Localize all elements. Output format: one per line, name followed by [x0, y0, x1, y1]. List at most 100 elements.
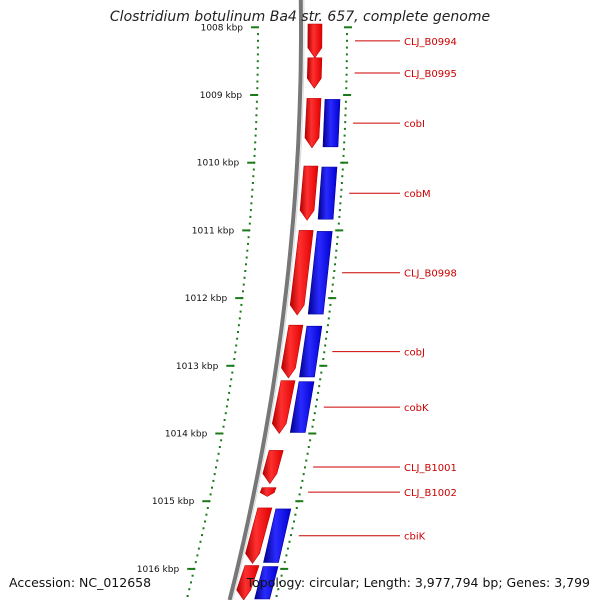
minor-tick-left [209, 493, 212, 496]
minor-tick-left [236, 337, 239, 340]
forward-gene-arrow[interactable] [281, 324, 304, 379]
forward-gene-arrow[interactable] [304, 98, 322, 149]
minor-tick-left [228, 391, 231, 394]
minor-tick-right [312, 419, 315, 421]
reverse-gene-block[interactable] [254, 566, 279, 600]
forward-gene-arrow[interactable] [299, 165, 319, 221]
minor-tick-right [331, 283, 334, 286]
minor-tick-right [318, 385, 321, 388]
gene-label[interactable]: CLJ_B1001 [404, 463, 457, 474]
minor-tick-right [334, 256, 337, 259]
kbp-tick-label: 1013 kbp [176, 362, 219, 372]
gene-label[interactable]: cobM [404, 189, 431, 200]
minor-tick-right [313, 412, 316, 415]
minor-tick-right [295, 507, 298, 509]
reverse-gene-block[interactable] [289, 381, 315, 433]
minor-tick-left [247, 236, 250, 239]
minor-tick-left [245, 256, 248, 259]
reverse-gene-block[interactable] [307, 231, 333, 315]
minor-tick-left [234, 351, 237, 354]
gene-label[interactable]: CLJ_B0998 [404, 269, 457, 280]
minor-tick-right [324, 344, 327, 347]
gene-label[interactable]: cobI [404, 119, 425, 130]
minor-tick-right [339, 195, 342, 198]
minor-tick-left [257, 33, 259, 36]
minor-tick-right [345, 73, 348, 76]
minor-tick-left [237, 324, 240, 327]
gene-label[interactable]: cbiK [404, 532, 426, 543]
minor-tick-left [227, 398, 229, 401]
forward-gene-arrow[interactable] [245, 507, 273, 565]
minor-tick-left [215, 466, 217, 469]
reverse-gene-block[interactable] [299, 325, 323, 378]
minor-tick-right [293, 520, 295, 523]
forward-gene-arrow[interactable] [306, 57, 323, 89]
reverse-gene-block[interactable] [322, 99, 341, 148]
forward-gene-arrow[interactable] [262, 450, 284, 485]
minor-tick-right [345, 87, 348, 90]
minor-tick-left [246, 249, 249, 252]
minor-tick-right [325, 337, 328, 340]
minor-tick-right [344, 107, 347, 110]
forward-gene-arrow[interactable] [236, 565, 260, 600]
gene-label[interactable]: cobJ [404, 348, 425, 359]
gene-label[interactable]: CLJ_B1002 [404, 488, 457, 499]
minor-tick-right [288, 540, 291, 543]
minor-tick-left [186, 595, 189, 597]
kbp-tick-label: 1009 kbp [200, 91, 243, 101]
reverse-gene-block[interactable] [317, 166, 338, 220]
forward-gene-arrow[interactable] [289, 230, 314, 316]
minor-tick-right [307, 446, 310, 448]
minor-tick-left [244, 270, 247, 272]
minor-tick-left [224, 412, 227, 415]
minor-tick-left [217, 452, 220, 455]
minor-tick-left [247, 242, 249, 245]
forward-gene-arrow[interactable] [307, 23, 323, 59]
minor-tick-right [279, 581, 281, 584]
minor-tick-right [294, 513, 297, 516]
gene-label[interactable]: cobK [404, 403, 429, 414]
minor-tick-right [343, 134, 346, 137]
minor-tick-left [256, 60, 259, 63]
minor-tick-right [344, 121, 347, 124]
minor-tick-left [255, 121, 258, 124]
reverse-gene-block[interactable] [263, 508, 292, 563]
forward-gene-arrow[interactable] [259, 487, 277, 497]
minor-tick-left [250, 202, 253, 205]
minor-tick-right [283, 561, 286, 564]
backbone-line [227, 0, 303, 600]
minor-tick-right [337, 222, 340, 225]
minor-tick-right [340, 182, 343, 184]
minor-tick-right [346, 33, 348, 36]
minor-tick-left [202, 527, 205, 530]
minor-tick-left [235, 344, 238, 347]
minor-tick-left [255, 114, 258, 117]
minor-tick-left [190, 581, 192, 584]
minor-tick-right [345, 66, 348, 69]
minor-tick-right [304, 466, 306, 469]
minor-tick-left [197, 547, 200, 550]
minor-tick-left [211, 486, 213, 489]
genome-backbone [227, 0, 305, 600]
minor-tick-right [342, 154, 345, 157]
minor-tick-right [301, 479, 304, 482]
gene-label[interactable]: CLJ_B0994 [404, 37, 457, 48]
minor-tick-right [338, 209, 341, 212]
minor-tick-right [286, 547, 289, 550]
minor-tick-right [326, 331, 328, 333]
minor-tick-left [194, 561, 197, 564]
forward-gene-arrow[interactable] [271, 380, 296, 435]
minor-tick-right [332, 276, 335, 279]
minor-tick-right [320, 371, 323, 374]
minor-tick-right [305, 459, 308, 462]
kbp-tick-label: 1016 kbp [137, 565, 180, 575]
backbone-highlight [232, 0, 305, 600]
minor-tick-right [335, 249, 338, 252]
minor-tick-right [277, 588, 280, 591]
minor-tick-right [322, 358, 325, 360]
gene-label[interactable]: CLJ_B0995 [404, 69, 457, 80]
minor-tick-right [302, 473, 305, 476]
minor-tick-left [254, 127, 257, 130]
minor-tick-left [256, 46, 259, 49]
